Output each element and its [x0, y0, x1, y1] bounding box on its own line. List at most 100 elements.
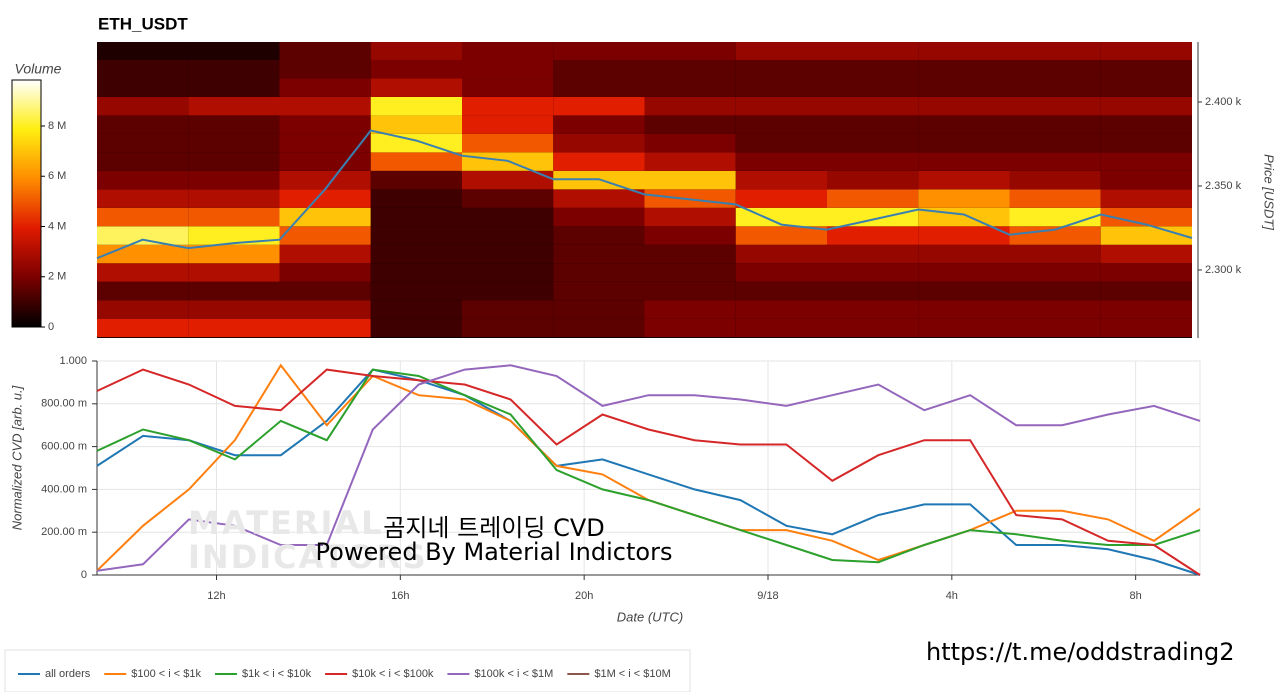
heatmap-cell: [1100, 59, 1192, 79]
heatmap-cell: [735, 263, 827, 282]
heatmap-cell: [918, 96, 1010, 116]
y-tick-label: 600.00 m: [41, 441, 87, 453]
heatmap-cell: [827, 263, 919, 282]
heatmap-cell: [370, 318, 462, 338]
heatmap-cell: [1100, 263, 1192, 282]
heatmap-cell: [1009, 318, 1101, 338]
heatmap-cell: [370, 300, 462, 319]
heatmap-cell: [188, 300, 280, 319]
heatmap-cell: [279, 78, 371, 97]
heatmap-cell: [553, 263, 645, 282]
heatmap-cell: [918, 226, 1010, 245]
x-tick-label: 16h: [391, 590, 409, 602]
heatmap-cell: [1009, 300, 1101, 319]
colorbar-tick-label: 8 M: [48, 120, 66, 132]
heatmap-cell: [918, 318, 1010, 338]
heatmap-cell: [735, 42, 827, 60]
heatmap-cell: [735, 207, 827, 227]
heatmap-cell: [370, 281, 462, 301]
heatmap-cell: [1100, 281, 1192, 301]
heatmap-cell: [370, 263, 462, 282]
heatmap-cell: [1100, 244, 1192, 264]
heatmap-cell: [462, 170, 554, 190]
x-tick-label: 12h: [207, 590, 225, 602]
heatmap-cell: [735, 318, 827, 338]
heatmap-cell: [827, 244, 919, 264]
heatmap-cell: [188, 318, 280, 338]
heatmap-cell: [735, 115, 827, 134]
heatmap-cell: [827, 300, 919, 319]
heatmap-cell: [827, 59, 919, 79]
y-tick-label: 800.00 m: [41, 398, 87, 410]
legend-label: $100k < i < $1M: [474, 668, 553, 680]
heatmap-cell: [827, 78, 919, 97]
heatmap-cell: [370, 226, 462, 245]
heatmap-cell: [553, 189, 645, 208]
heatmap-cell: [1100, 96, 1192, 116]
footer-url: https://t.me/oddstrading2: [926, 638, 1235, 666]
heatmap-cell: [827, 189, 919, 208]
heatmap-cell: [97, 226, 189, 245]
heatmap-cell: [188, 115, 280, 134]
heatmap-cell: [644, 152, 736, 171]
x-axis-label: Date (UTC): [617, 609, 683, 624]
heatmap-cell: [553, 226, 645, 245]
heatmap-cell: [1100, 189, 1192, 208]
heatmap-cell: [462, 59, 554, 79]
y-axis-label: Normalized CVD [arb. u.]: [9, 385, 24, 530]
heatmap-cell: [462, 244, 554, 264]
heatmap-cell: [97, 207, 189, 227]
heatmap-cell: [644, 281, 736, 301]
heatmap-cell: [1009, 59, 1101, 79]
y-tick-label: 400.00 m: [41, 483, 87, 495]
heatmap-cell: [279, 207, 371, 227]
heatmap-cell: [462, 115, 554, 134]
heatmap-cell: [1009, 207, 1101, 227]
heatmap-cell: [279, 152, 371, 171]
heatmap-cell: [644, 78, 736, 97]
heatmap-cell: [370, 115, 462, 134]
watermark-text: 곰지네 트레이딩 CVD: [383, 514, 605, 542]
series-line: [96, 368, 1201, 576]
heatmap-cell: [97, 300, 189, 319]
heatmap-cell: [188, 152, 280, 171]
heatmap-cell: [462, 300, 554, 319]
heatmap-cell: [279, 170, 371, 190]
heatmap-cell: [644, 226, 736, 245]
heatmap-cell: [918, 189, 1010, 208]
heatmap-cell: [918, 115, 1010, 134]
heatmap-cell: [735, 281, 827, 301]
heatmap-cell: [1100, 318, 1192, 338]
heatmap-cell: [553, 42, 645, 60]
heatmap-cell: [644, 42, 736, 60]
y-tick-label: 2.300 k: [1205, 264, 1242, 276]
heatmap-cell: [188, 78, 280, 97]
heatmap-cell: [279, 96, 371, 116]
legend-label: $100 < i < $1k: [131, 668, 201, 680]
heatmap-cell: [279, 318, 371, 338]
heatmap-cell: [370, 59, 462, 79]
heatmap-cell: [827, 152, 919, 171]
heatmap-cell: [644, 170, 736, 190]
legend-label: $1M < i < $10M: [594, 668, 670, 680]
heatmap-cell: [918, 42, 1010, 60]
heatmap-cell: [918, 133, 1010, 153]
heatmap-cell: [1100, 133, 1192, 153]
heatmap-cell: [735, 300, 827, 319]
heatmap-cell: [644, 263, 736, 282]
heatmap-cell: [370, 96, 462, 116]
x-tick-label: 4h: [946, 590, 958, 602]
heatmap-cell: [827, 96, 919, 116]
heatmap-cell: [827, 42, 919, 60]
heatmap-cell: [97, 152, 189, 171]
heatmap-cell: [462, 96, 554, 116]
heatmap-cell: [553, 59, 645, 79]
heatmap-cell: [97, 59, 189, 79]
watermark-logo-line: INDICATORS: [188, 538, 428, 576]
heatmap-cell: [97, 281, 189, 301]
heatmap-cell: [827, 318, 919, 338]
heatmap-cell: [644, 300, 736, 319]
x-tick-label: 20h: [575, 590, 593, 602]
